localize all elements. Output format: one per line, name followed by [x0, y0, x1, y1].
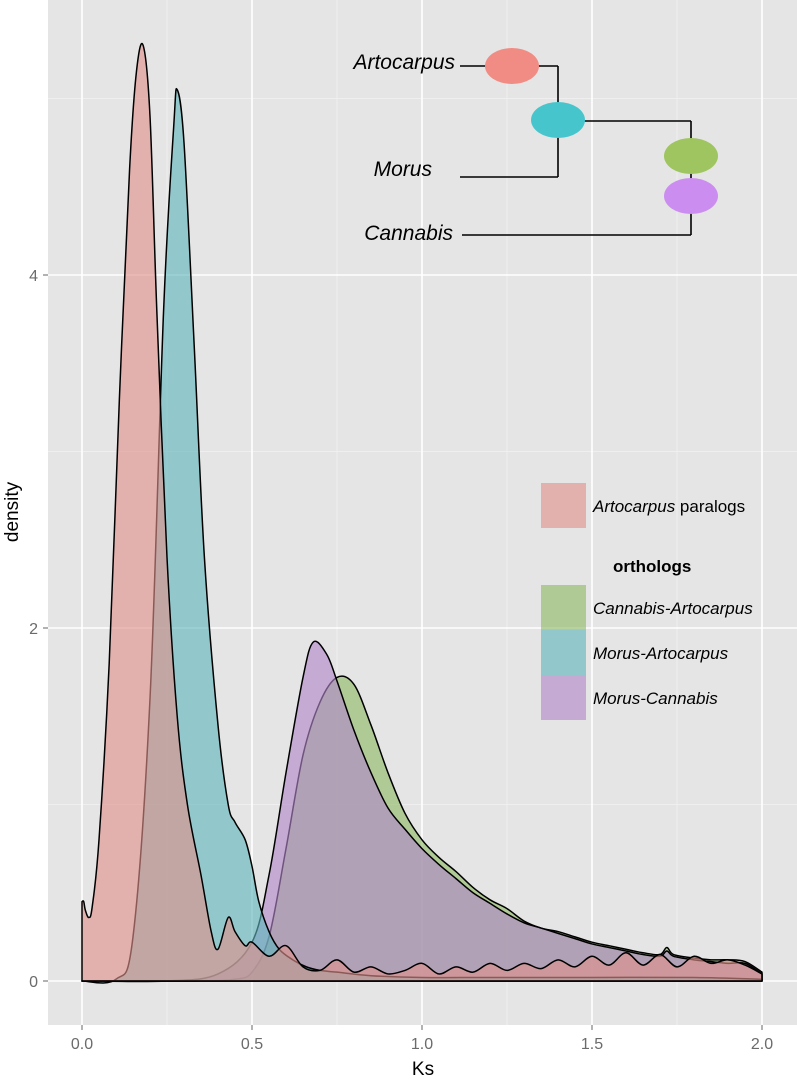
- y-axis-title: density: [2, 481, 23, 542]
- y-axis-ticks: 0 2 4: [29, 268, 48, 991]
- tree-marker-artocarpus: [485, 48, 539, 84]
- x-axis-title: Ks: [412, 1059, 434, 1080]
- y-tick-label: 2: [29, 621, 38, 638]
- legend-swatch-morus_cannabis: [541, 675, 586, 720]
- x-tick-label: 0.5: [241, 1036, 263, 1053]
- x-axis-ticks: 0.0 0.5 1.0 1.5 2.0: [71, 1025, 773, 1053]
- tree-taxon-artocarpus: Artocarpus: [351, 51, 455, 74]
- legend-label-cannabis_artocarpus: Cannabis-Artocarpus: [593, 599, 753, 618]
- tree-marker-morus-artocarpus: [531, 102, 585, 138]
- density-area-morus_cannabis: [81, 640, 763, 983]
- x-tick-label: 0.0: [71, 1036, 93, 1053]
- legend-swatch-morus_artocarpus: [541, 630, 586, 675]
- density-areas: [81, 42, 763, 984]
- legend: Artocarpus paralogs orthologs Cannabis-Art…: [541, 483, 753, 720]
- x-tick-label: 1.0: [411, 1036, 433, 1053]
- tree-taxon-morus: Morus: [374, 158, 433, 181]
- y-tick-label: 0: [29, 974, 38, 991]
- tree-taxon-cannabis: Cannabis: [364, 222, 453, 245]
- y-tick-label: 4: [29, 268, 38, 285]
- phylogeny-inset: Artocarpus Morus Cannabis: [351, 48, 718, 245]
- tree-marker-cannabis-artocarpus: [664, 138, 718, 174]
- density-area-artocarpus_paralogs: [81, 42, 763, 982]
- legend-swatch-artocarpus_paralogs: [541, 483, 586, 528]
- legend-swatch-cannabis_artocarpus: [541, 585, 586, 630]
- x-tick-label: 2.0: [751, 1036, 773, 1053]
- legend-label-artocarpus_paralogs: Artocarpus paralogs: [592, 497, 745, 516]
- legend-title-orthologs: orthologs: [613, 557, 691, 576]
- tree-marker-morus-cannabis: [664, 178, 718, 214]
- x-tick-label: 1.5: [581, 1036, 603, 1053]
- legend-label-morus_artocarpus: Morus-Artocarpus: [593, 644, 729, 663]
- legend-label-morus_cannabis: Morus-Cannabis: [593, 689, 718, 708]
